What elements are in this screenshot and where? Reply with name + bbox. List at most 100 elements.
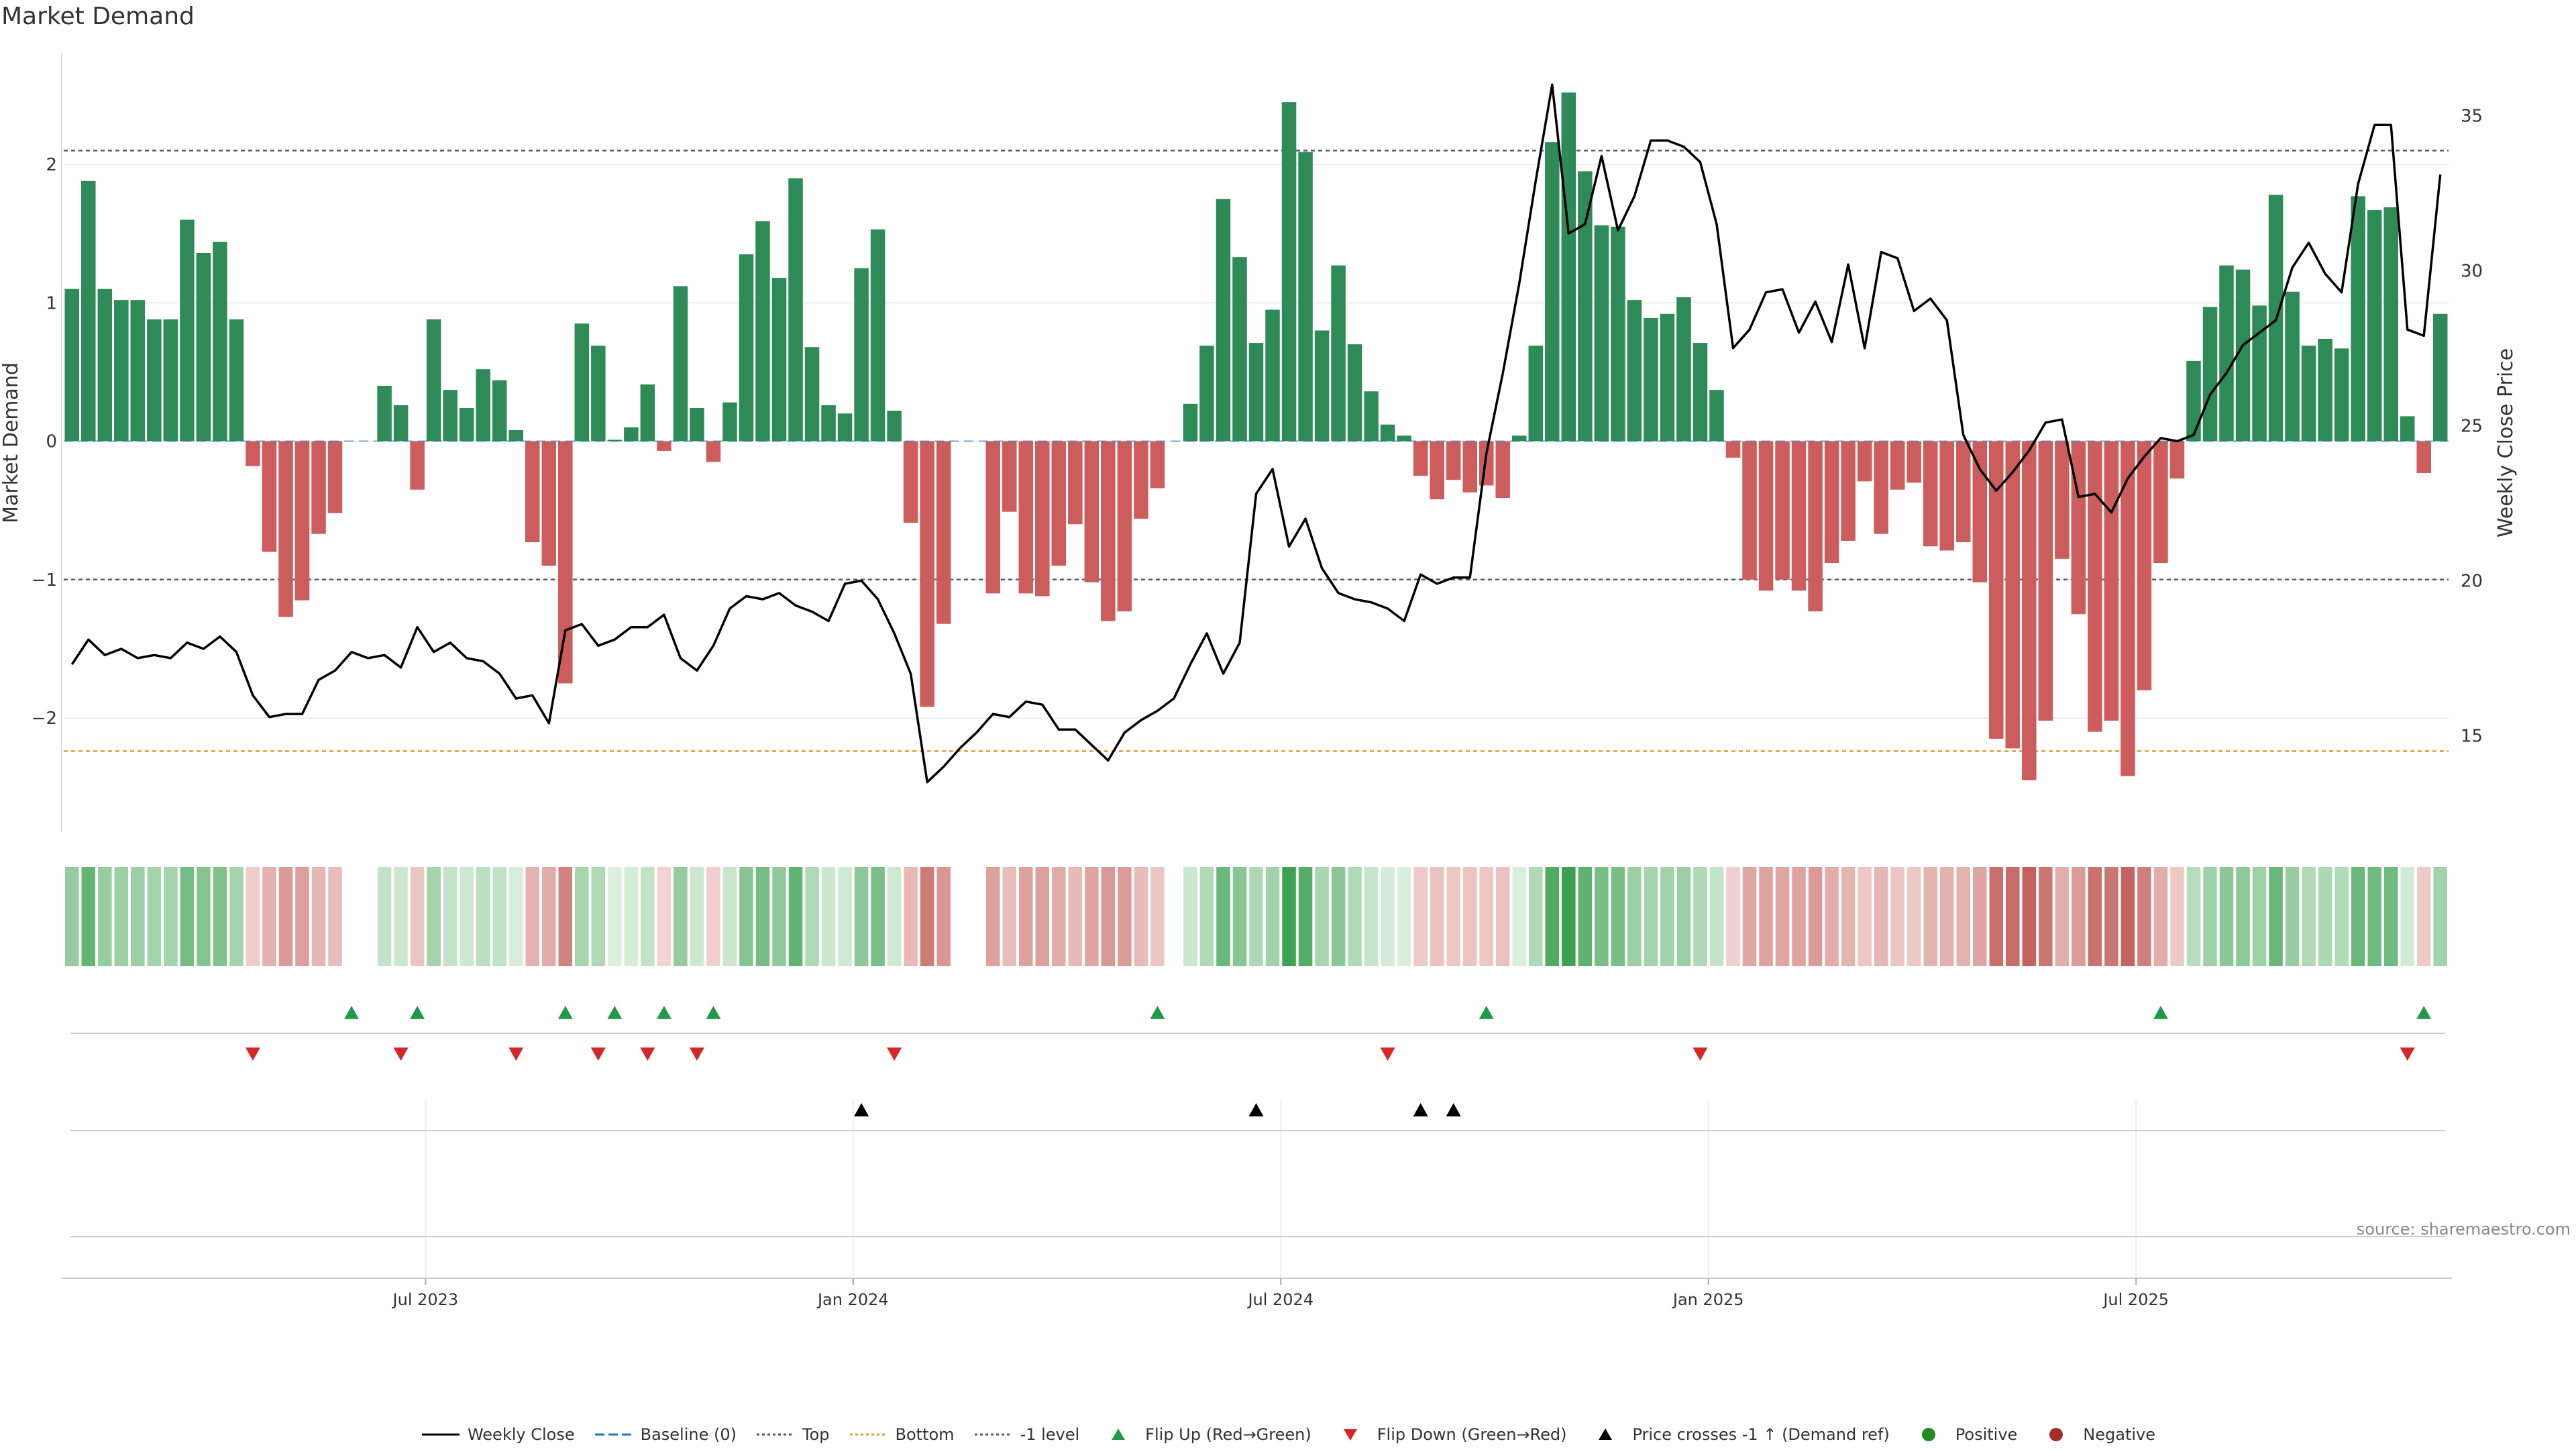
legend-swatch [1921, 1428, 1935, 1441]
demand-bar [1791, 441, 1807, 591]
demand-bar [1841, 441, 1856, 541]
demand-bar [64, 289, 80, 442]
heat-cell [1118, 867, 1132, 966]
heat-cell [2334, 867, 2349, 966]
heat-cell [805, 867, 819, 966]
heat-cell [1364, 867, 1379, 966]
demand-bar [2367, 210, 2382, 442]
heat-cell [197, 867, 211, 966]
demand-bar [1528, 346, 1544, 442]
heat-cell [180, 867, 195, 966]
demand-bar [1397, 435, 1411, 442]
heat-cell [2153, 867, 2168, 966]
demand-bar [1775, 441, 1790, 580]
demand-bar [788, 178, 803, 442]
heat-cell [1199, 867, 1214, 966]
heat-cell [2203, 867, 2217, 966]
heat-cell [1397, 867, 1411, 966]
demand-bar [690, 408, 704, 442]
demand-bar [508, 430, 523, 442]
demand-bar [1084, 441, 1099, 582]
legend-swatch [974, 1433, 1012, 1436]
demand-bar [2055, 441, 2070, 559]
x-tick-label: Jul 2023 [392, 1290, 459, 1309]
heat-cell [1939, 867, 1954, 966]
demand-bar [1989, 441, 2004, 739]
demand-bar [936, 441, 951, 624]
heat-cell [1627, 867, 1642, 966]
demand-bar [870, 229, 885, 442]
demand-bar [163, 319, 178, 442]
demand-bar [1018, 441, 1034, 594]
heat-cell [904, 867, 918, 966]
heat-cell [2236, 867, 2250, 966]
demand-bar [1117, 441, 1132, 612]
demand-bar [739, 254, 754, 442]
legend-swatch [849, 1433, 888, 1436]
demand-bar [213, 242, 227, 442]
demand-bar [1907, 441, 1921, 483]
heat-cell [1183, 867, 1197, 966]
demand-bar [114, 300, 129, 442]
legend-item: Flip Up (Red→Green) [1098, 1425, 1311, 1444]
heat-cell [2137, 867, 2151, 966]
heat-cell [147, 867, 162, 966]
demand-bar [1199, 346, 1214, 442]
demand-bar [459, 408, 474, 442]
legend-swatch [421, 1433, 460, 1436]
heat-cell [1792, 867, 1806, 966]
demand-bar [1594, 225, 1609, 442]
heat-cell [1315, 867, 1329, 966]
heat-cell [821, 867, 836, 966]
heat-cell [1216, 867, 1230, 966]
legend-label: Bottom [895, 1425, 955, 1444]
heat-cell [2186, 867, 2201, 966]
demand-bar [327, 441, 343, 513]
heat-cell [311, 867, 326, 966]
demand-bar [1627, 300, 1642, 442]
heat-cell [641, 867, 655, 966]
demand-bar [1462, 441, 1477, 492]
heat-cell [1726, 867, 1740, 966]
legend: Weekly Close Baseline (0) Top Bottom -1 leve… [0, 1421, 2576, 1448]
heat-cell [2318, 867, 2332, 966]
demand-bar [1611, 226, 1625, 442]
heat-cell [1085, 867, 1099, 966]
demand-bar [1874, 441, 1888, 534]
heat-cell [1150, 867, 1165, 966]
heat-cell [1529, 867, 1543, 966]
heat-cell [1298, 867, 1313, 966]
heat-cell [1134, 867, 1148, 966]
heat-cell [2039, 867, 2053, 966]
flip-down-marker [245, 1047, 260, 1061]
heat-cell [2219, 867, 2234, 966]
heat-cell [1825, 867, 1839, 966]
heat-cell [1759, 867, 1773, 966]
flip-up-marker [2153, 1006, 2168, 1019]
flip-down-marker [1693, 1047, 1708, 1061]
legend-label: Weekly Close [467, 1425, 575, 1444]
heat-cell [2022, 867, 2037, 966]
price-cross-marker [1413, 1103, 1428, 1117]
heat-cell [65, 867, 79, 966]
demand-bar [2186, 360, 2201, 442]
demand-bar [2219, 265, 2234, 442]
demand-bar [2252, 305, 2267, 442]
demand-bar [1347, 344, 1362, 442]
heat-cell [1890, 867, 1904, 966]
demand-bar [1051, 441, 1067, 566]
price-cross-marker [1248, 1103, 1264, 1117]
heat-cell [443, 867, 458, 966]
demand-bar [722, 402, 737, 442]
legend-item: Positive [1909, 1425, 2017, 1444]
demand-bar [837, 413, 853, 442]
flip-down-marker [640, 1047, 655, 1061]
heat-cell [1693, 867, 1707, 966]
heat-cell [2351, 867, 2365, 966]
heat-cell [1562, 867, 1576, 966]
y-tick-label: −2 [32, 709, 57, 729]
demand-bar [2088, 441, 2102, 732]
heat-cell [2055, 867, 2070, 966]
heat-cell [1331, 867, 1346, 966]
demand-bar [1742, 441, 1757, 580]
